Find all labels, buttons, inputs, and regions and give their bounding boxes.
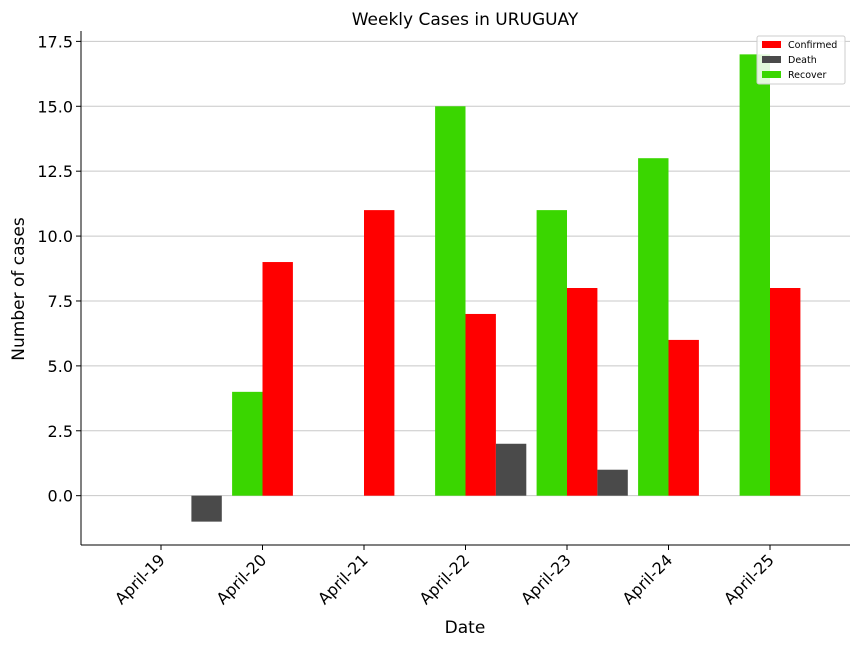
bar-recover-april-24 (638, 158, 669, 496)
y-ticks: 0.0 2.5 5.0 7.5 10.0 12.5 15.0 17.5 (37, 32, 81, 506)
bar-confirmed-april-24 (668, 339, 699, 496)
legend-swatch-death (762, 56, 781, 63)
x-tick-label: April-19 (111, 550, 169, 608)
bar-confirmed-april-22 (465, 313, 496, 496)
y-tick-label: 2.5 (48, 422, 73, 441)
x-tick-label: April-20 (213, 550, 271, 608)
bar-death-april-23 (597, 469, 628, 496)
x-tick-label: April-24 (619, 550, 677, 608)
legend-label-death: Death (788, 55, 817, 66)
x-axis-label: Date (445, 618, 486, 638)
bar-recover-april-22 (435, 106, 466, 496)
bar-confirmed-april-20 (262, 262, 293, 496)
bar-recover-april-20 (232, 391, 263, 496)
legend-label-confirmed: Confirmed (788, 40, 837, 51)
legend-label-recover: Recover (788, 70, 827, 81)
y-tick-label: 0.0 (48, 487, 73, 506)
y-axis-label: Number of cases (9, 217, 29, 361)
bar-recover-april-23 (536, 210, 567, 496)
x-ticks: April-19 April-20 April-21 April-22 April-23… (111, 545, 778, 608)
x-tick-label: April-22 (416, 550, 474, 608)
bar-death-april-19 (191, 495, 222, 522)
bar-confirmed-april-21 (364, 210, 395, 496)
y-tick-label: 7.5 (48, 292, 73, 311)
y-tick-label: 17.5 (37, 32, 73, 51)
bar-recover-april-25 (739, 54, 770, 496)
legend-swatch-recover (762, 71, 781, 78)
y-tick-label: 10.0 (37, 227, 73, 246)
y-tick-label: 15.0 (37, 97, 73, 116)
bar-death-april-22 (495, 443, 527, 496)
x-tick-label: April-23 (517, 550, 575, 608)
x-tick-label: April-21 (314, 550, 372, 608)
bar-confirmed-april-25 (770, 288, 801, 496)
bars (191, 54, 801, 522)
y-tick-label: 5.0 (48, 357, 73, 376)
bar-confirmed-april-23 (567, 288, 598, 496)
chart-title: Weekly Cases in URUGUAY (352, 10, 579, 30)
x-tick-label: April-25 (720, 550, 778, 608)
y-tick-label: 12.5 (37, 162, 73, 181)
legend-swatch-confirmed (762, 41, 781, 48)
legend: Confirmed Death Recover (756, 35, 846, 85)
